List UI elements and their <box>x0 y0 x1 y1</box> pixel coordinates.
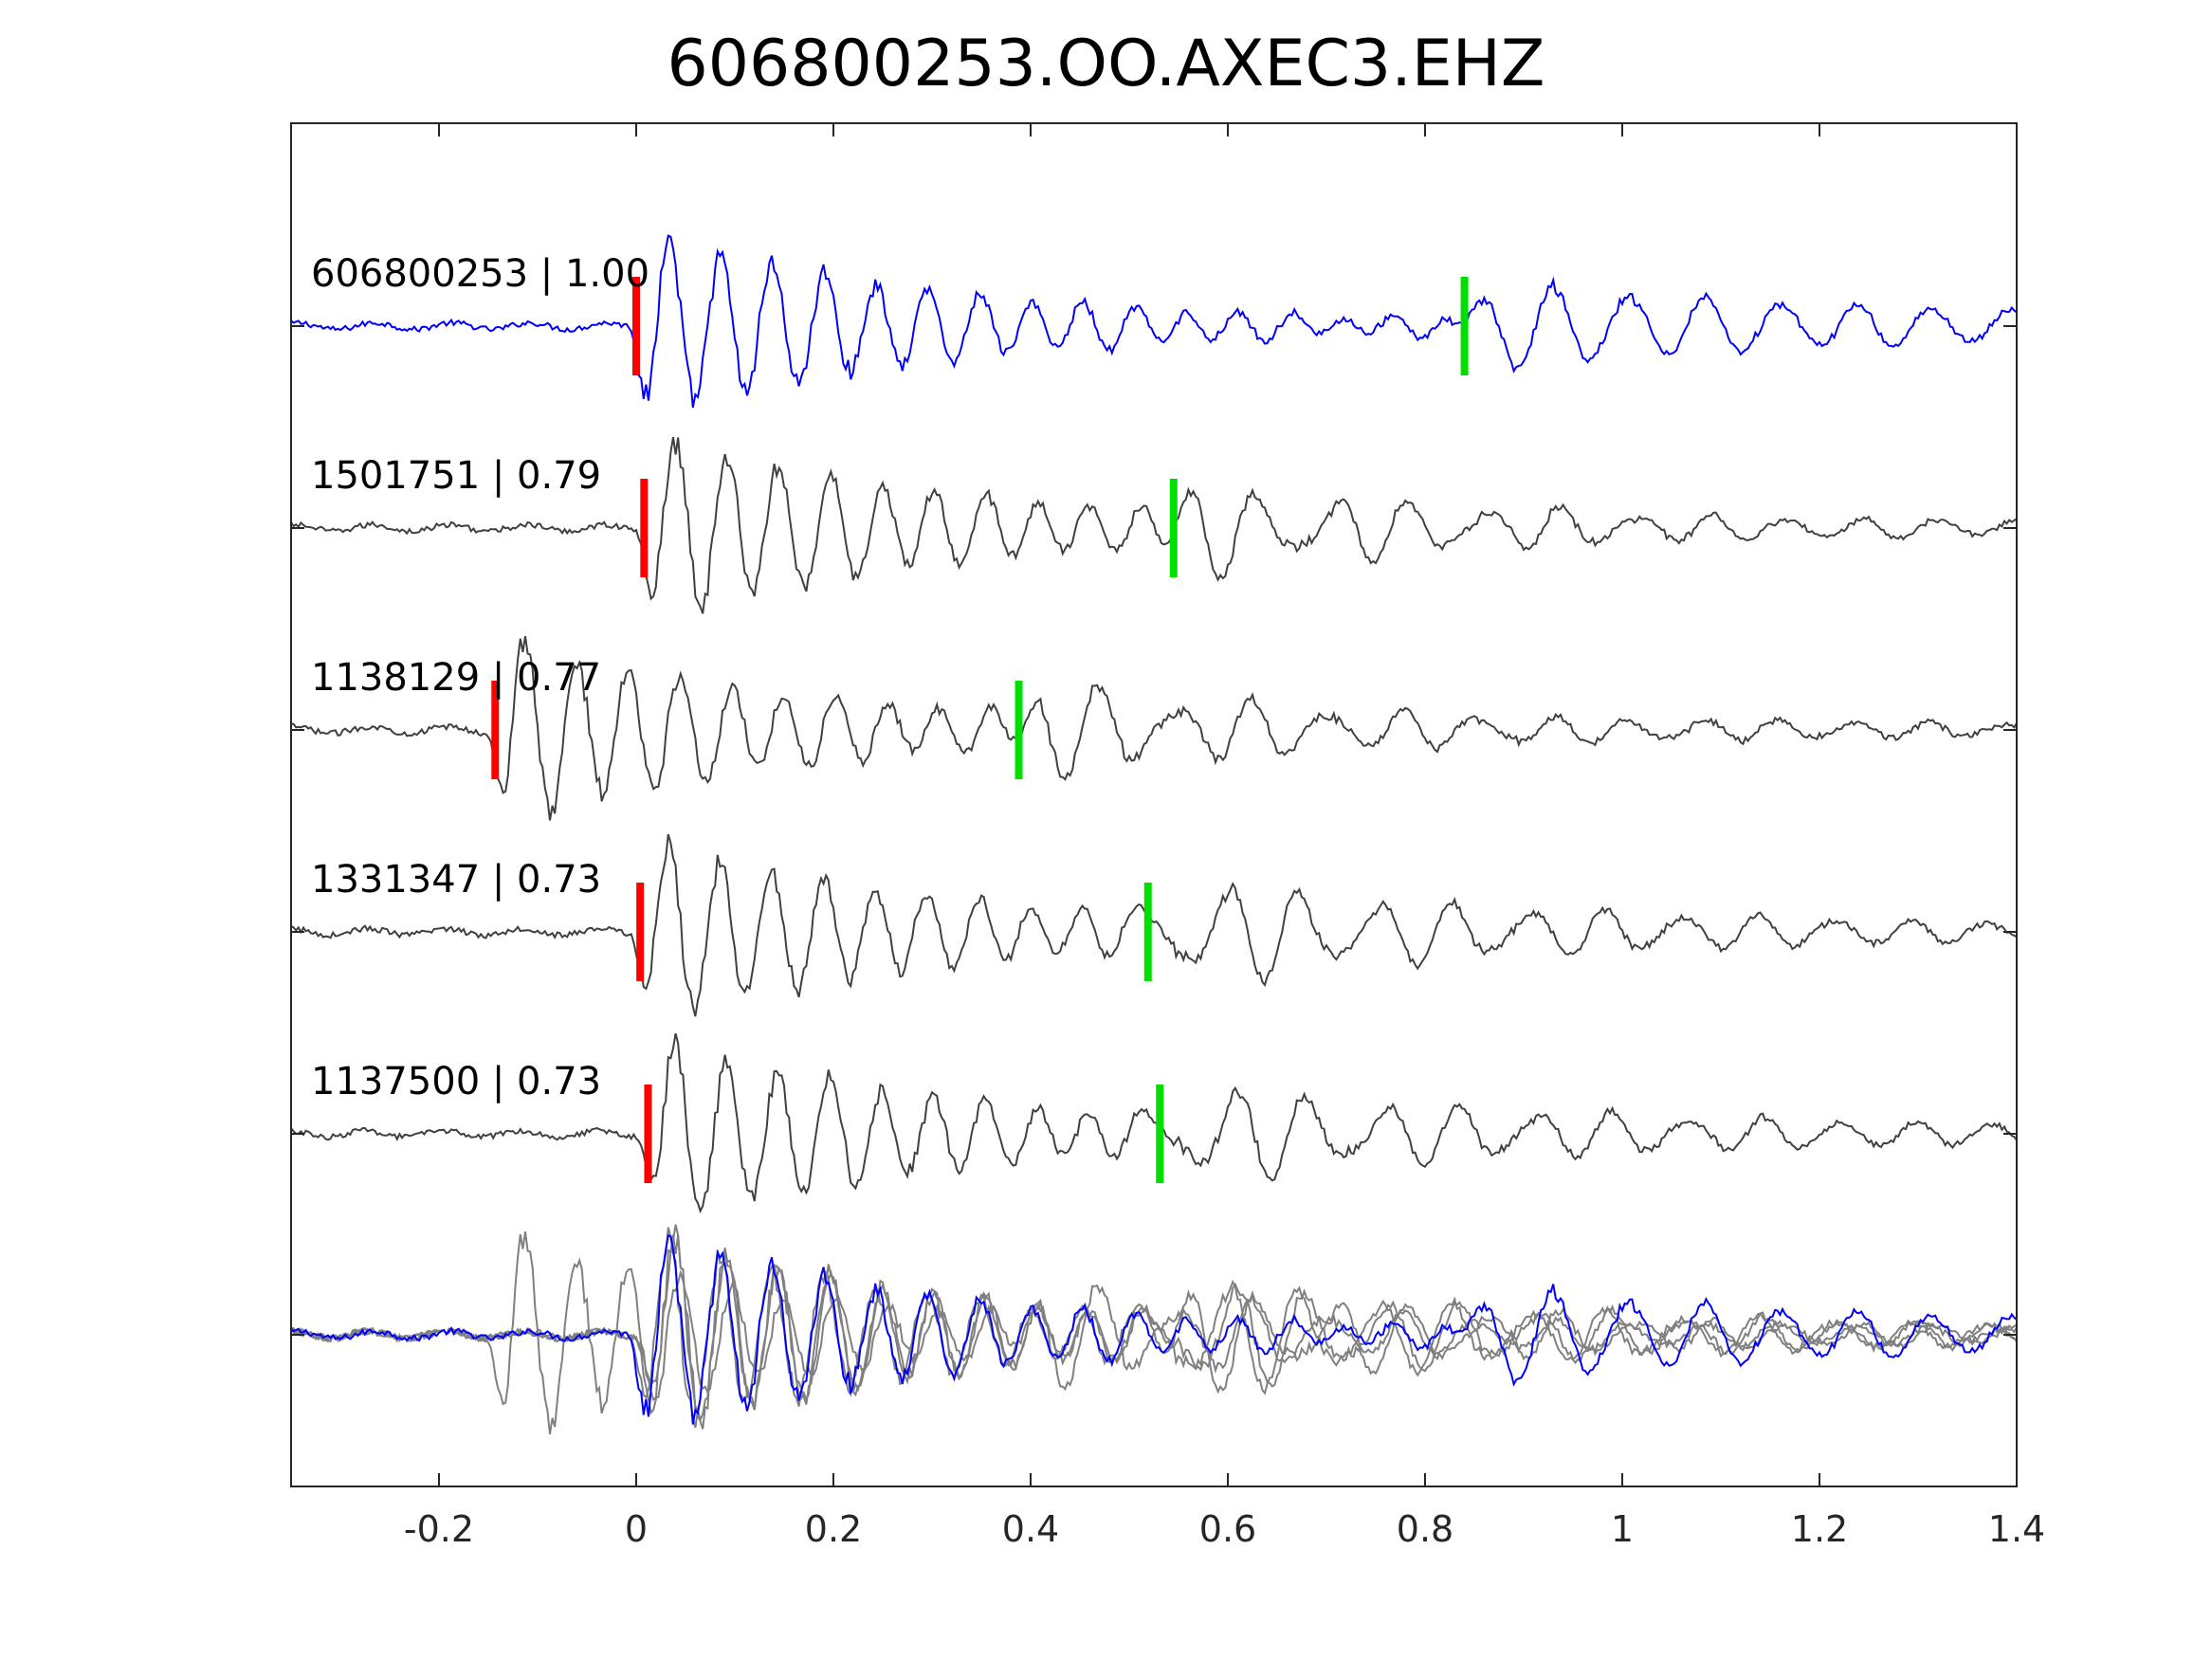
trace-606800253 <box>290 234 2018 409</box>
traces-group <box>290 234 2018 1214</box>
x-tick-label: -0.2 <box>404 1508 474 1550</box>
stack-trace-1138129 <box>290 1231 2018 1435</box>
x-ticks-group: -0.2 0 0.2 0.4 0.6 0.8 1 1.2 1.4 <box>291 123 2045 1550</box>
stack-trace-1331347 <box>290 1227 2018 1429</box>
picks-group <box>491 277 1469 1183</box>
trace-label: 1331347 | 0.73 <box>311 858 601 902</box>
x-tick-label: 0.8 <box>1397 1508 1453 1550</box>
x-tick-label: 1 <box>1611 1508 1634 1550</box>
x-tick-label: 1.4 <box>1988 1508 2045 1550</box>
stack-trace-1501751 <box>290 1234 2018 1430</box>
x-tick-label: 0 <box>625 1508 648 1550</box>
x-tick-label: 1.2 <box>1791 1508 1848 1550</box>
trace-1138129 <box>290 635 2018 821</box>
trace-label: 1137500 | 0.73 <box>311 1060 601 1103</box>
trace-label: 1138129 | 0.77 <box>311 656 601 700</box>
trace-label: 606800253 | 1.00 <box>311 252 649 296</box>
trace-1331347 <box>290 833 2018 1017</box>
trace-1137500 <box>290 1032 2018 1214</box>
axes-box <box>290 122 2018 1487</box>
stack-group <box>290 1224 2018 1435</box>
x-tick-label: 0.4 <box>1002 1508 1059 1550</box>
chart-title: 606800253.OO.AXEC3.EHZ <box>667 27 1545 101</box>
x-tick-label: 0.2 <box>805 1508 862 1550</box>
trace-label: 1501751 | 0.79 <box>311 454 601 498</box>
stack-trace-template <box>290 1233 2018 1425</box>
trace-1501751 <box>290 436 2018 614</box>
stack-trace-1137500 <box>290 1224 2018 1423</box>
x-tick-label: 0.6 <box>1199 1508 1256 1550</box>
trace-labels-group: 606800253 | 1.00 1501751 | 0.79 1138129 | … <box>311 252 649 1103</box>
